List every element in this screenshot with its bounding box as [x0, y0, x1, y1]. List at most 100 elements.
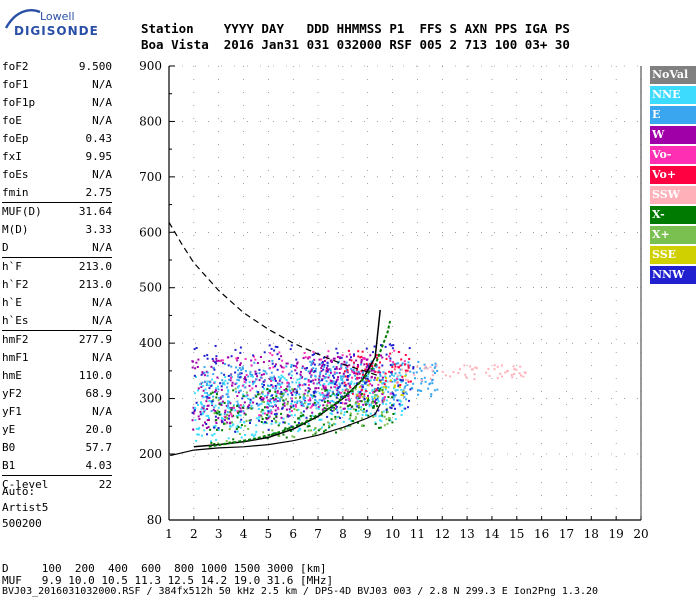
echo-point — [300, 415, 303, 417]
echo-point — [401, 379, 404, 382]
echo-point — [198, 426, 201, 429]
echo-point — [282, 392, 285, 395]
echo-point — [332, 374, 334, 377]
echo-point — [366, 358, 369, 361]
echo-point — [235, 382, 238, 385]
echo-point — [340, 378, 343, 381]
echo-point — [384, 372, 387, 375]
echo-point — [235, 428, 238, 431]
echo-point — [208, 394, 211, 397]
echo-point — [368, 369, 371, 372]
echo-point — [300, 403, 303, 405]
echo-point — [325, 389, 328, 392]
echo-point — [401, 375, 404, 378]
echo-point — [360, 388, 363, 391]
echo-point — [381, 364, 384, 367]
echo-point — [392, 392, 394, 395]
trace-lines — [168, 221, 392, 457]
echo-point — [393, 349, 396, 352]
echo-point — [257, 404, 260, 407]
echo-point — [322, 374, 325, 377]
echo-point — [431, 374, 434, 377]
echo-point — [329, 371, 332, 374]
echo-point — [290, 425, 293, 428]
echo-point — [416, 365, 419, 368]
echo-point — [236, 424, 239, 427]
echo-point — [267, 391, 270, 394]
echo-point — [318, 378, 320, 381]
echo-point — [326, 370, 329, 373]
echo-point — [340, 412, 343, 415]
echo-point — [319, 404, 322, 407]
echo-point — [206, 382, 208, 385]
echo-point — [359, 356, 362, 359]
echo-point — [397, 351, 400, 353]
echo-point — [257, 408, 260, 410]
echo-point — [215, 387, 218, 390]
echo-point — [218, 396, 221, 399]
echo-point — [323, 401, 326, 403]
echo-point — [322, 368, 325, 371]
echo-point — [367, 373, 370, 376]
echo-point — [400, 363, 403, 366]
echo-point — [433, 389, 436, 392]
echo-point — [226, 406, 229, 409]
echo-point — [328, 424, 330, 427]
echo-point — [342, 373, 345, 376]
echo-point — [306, 394, 309, 397]
echo-point — [315, 403, 318, 406]
echo-point — [381, 399, 384, 402]
param-name: foF2 — [2, 60, 29, 73]
echo-point — [282, 399, 285, 402]
echo-point — [209, 381, 212, 384]
echo-point — [328, 426, 331, 429]
echo-point — [360, 377, 363, 379]
echo-point — [369, 362, 372, 365]
echo-point — [325, 370, 328, 373]
echo-point — [387, 386, 390, 389]
echo-point — [226, 393, 229, 396]
echo-point — [296, 400, 299, 403]
param-value: N/A — [92, 296, 112, 309]
echo-point — [212, 360, 215, 363]
echo-point — [260, 398, 263, 401]
echo-point — [304, 401, 307, 403]
echo-point — [232, 405, 235, 408]
echo-point — [191, 360, 194, 363]
echo-point — [309, 399, 312, 402]
legend-ssw: SSW — [650, 186, 696, 204]
echo-point — [244, 413, 247, 416]
echo-point — [205, 384, 208, 387]
echo-point — [329, 409, 332, 411]
echo-point — [301, 367, 304, 369]
echo-point — [323, 430, 325, 433]
echo-point — [449, 375, 452, 378]
echo-point — [374, 421, 377, 424]
echo-point — [244, 424, 247, 427]
echo-point — [347, 407, 350, 410]
echo-point — [318, 375, 321, 378]
echo-point — [343, 374, 346, 377]
echo-point — [361, 350, 364, 353]
echo-point — [367, 414, 370, 417]
echo-point — [213, 426, 216, 429]
echo-point — [195, 361, 198, 364]
echo-point — [239, 351, 242, 354]
echo-point — [322, 423, 325, 426]
echo-point — [296, 402, 299, 405]
echo-point — [271, 433, 273, 436]
echo-point — [397, 399, 400, 402]
echo-point — [289, 430, 292, 432]
echo-point — [200, 373, 203, 376]
echo-point — [356, 376, 359, 379]
echo-point — [393, 380, 396, 383]
echo-point — [331, 410, 334, 413]
echo-point — [236, 416, 239, 419]
echo-point — [396, 375, 399, 378]
echo-point — [236, 395, 239, 398]
echo-point — [406, 384, 409, 387]
echo-point — [285, 379, 288, 381]
param-name: fmin — [2, 186, 29, 199]
echo-point — [237, 411, 239, 414]
echo-point — [280, 412, 283, 415]
